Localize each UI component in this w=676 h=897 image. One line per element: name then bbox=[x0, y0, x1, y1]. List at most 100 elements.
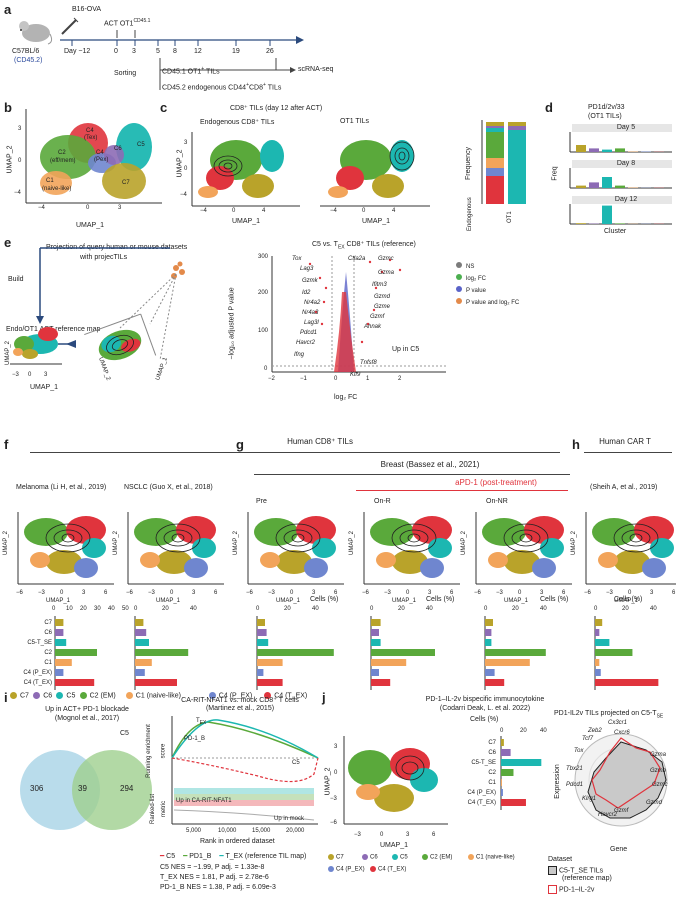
j-category-label: C1 bbox=[488, 780, 496, 786]
gsea-legend-c5: C5 bbox=[166, 853, 176, 860]
umap-small-xtick: −3 bbox=[384, 590, 391, 596]
panel-letter-h: h bbox=[572, 437, 580, 452]
bar bbox=[135, 629, 147, 636]
cells-label: Cells (%) bbox=[310, 596, 339, 603]
apd1-rule bbox=[356, 490, 568, 491]
umap-b-yt1: 0 bbox=[18, 158, 22, 164]
radar-gene-label: Gzmf bbox=[614, 808, 629, 814]
umap-c bbox=[191, 132, 430, 207]
syringe-icon bbox=[61, 17, 79, 35]
bar-tick: 0 bbox=[256, 606, 260, 612]
volcano-xt4: 2 bbox=[398, 376, 402, 382]
j-category-label: C2 bbox=[488, 770, 496, 776]
umap-b-tex: (Tex) bbox=[84, 135, 98, 141]
legend-item: C1 (naive-like) bbox=[125, 692, 181, 700]
panel-e-xlabel: UMAP_1 bbox=[30, 384, 59, 391]
line2-post: TILs bbox=[265, 84, 282, 92]
tick-12: 12 bbox=[194, 48, 202, 55]
legend-text: C4 (T_EX) bbox=[378, 866, 407, 873]
panel-d-day5-label: Day 5 bbox=[616, 124, 636, 131]
umap-small-xtick: 0 bbox=[290, 590, 294, 596]
panel-letter-g: g bbox=[236, 437, 244, 452]
bar-tick: 20 bbox=[512, 606, 519, 612]
act-sup: CD45.1 bbox=[133, 18, 151, 24]
freq-bar-ot1 bbox=[508, 122, 526, 204]
j-bar bbox=[501, 789, 503, 796]
mouse-cd: (CD45.2) bbox=[14, 57, 43, 64]
panel-e-xt0: −3 bbox=[12, 372, 19, 378]
umap-small-ylabel: UMAP_2 bbox=[349, 530, 356, 556]
gene-label: Gzmc bbox=[378, 256, 394, 262]
panel-d-day8-label: Day 8 bbox=[616, 160, 636, 167]
bar-tick: 0 bbox=[52, 606, 56, 612]
line2-mid: CD8 bbox=[248, 84, 263, 92]
bar-tick: 20 bbox=[80, 606, 87, 612]
gsea-xt1: 10,000 bbox=[218, 828, 237, 834]
title-melanoma: Melanoma (Li H, et al., 2019) bbox=[16, 484, 107, 491]
j-category-label: C7 bbox=[488, 740, 496, 746]
panel-e-schematic bbox=[10, 247, 185, 365]
radar-gene-label: Gzmc bbox=[652, 782, 668, 788]
umap-c-ylabel: UMAP_2 bbox=[176, 149, 184, 178]
radar-gene-label: Tbx21 bbox=[566, 766, 583, 772]
gsea-ylabel1: Running enrichment bbox=[145, 724, 152, 778]
volcano-title-post: CD8⁺ TILs (reference) bbox=[344, 241, 416, 248]
volcano-xt0: −2 bbox=[268, 376, 275, 382]
legend-text: C5 bbox=[66, 692, 76, 700]
umap-small-xtick: 6 bbox=[562, 590, 566, 596]
panel-letter-e: e bbox=[4, 235, 12, 250]
bar bbox=[595, 639, 610, 646]
gsea-curve-pd1b bbox=[171, 721, 319, 759]
freq-xlabel-ot1: OT1 bbox=[507, 211, 513, 223]
panel-c-title: CD8⁺ TILs (day 12 after ACT) bbox=[230, 105, 323, 112]
human-cd8-title: Human CD8⁺ TILs bbox=[287, 437, 353, 446]
umap-small bbox=[127, 512, 224, 585]
bar bbox=[485, 649, 546, 656]
tick-5: 5 bbox=[156, 48, 160, 55]
legend-item: C4 (T_EX) bbox=[264, 692, 307, 699]
venn-mid-count: 39 bbox=[78, 784, 87, 793]
volcano-xt2: 0 bbox=[334, 376, 338, 382]
umap-c-ot1 bbox=[328, 140, 415, 198]
j-category-label: C5-T_SE bbox=[471, 760, 496, 766]
bar bbox=[55, 629, 64, 636]
gsea-legend-pd1b-mark: ━ bbox=[183, 853, 190, 860]
cells-label: Cells (%) bbox=[426, 596, 455, 603]
volcano-yt3: 0 bbox=[264, 366, 268, 372]
panel-letter-i: i bbox=[4, 690, 8, 705]
human-cd8-rule bbox=[30, 452, 560, 453]
bar bbox=[371, 659, 407, 666]
umap-small-ylabel: UMAP_2 bbox=[113, 530, 120, 556]
umap-b-yt0: 3 bbox=[18, 126, 22, 132]
mouse-strain: C57BL/6 bbox=[12, 48, 40, 55]
panel-d-bar bbox=[589, 182, 599, 188]
line2: CD45.2 endogenous CD44+CD8+ TILs bbox=[162, 82, 281, 91]
umap-b-c5: C5 bbox=[137, 142, 145, 148]
umap-c-xt5: 4 bbox=[392, 208, 396, 214]
umap-small bbox=[585, 512, 676, 585]
legend-text: C5 bbox=[400, 854, 408, 861]
radar-gene-label: Tcf7 bbox=[582, 736, 594, 742]
j-category-label: C6 bbox=[488, 750, 496, 756]
venn-right bbox=[72, 750, 152, 830]
bar bbox=[485, 659, 530, 666]
radar-gene-label: Tox bbox=[574, 748, 584, 754]
umap-small bbox=[363, 512, 460, 585]
line2-sup: + bbox=[246, 82, 249, 88]
umap-b-c6: C6 bbox=[114, 146, 122, 152]
umap-j-xt3: 6 bbox=[432, 832, 436, 838]
legend-dot bbox=[468, 854, 474, 860]
radar-pd1il2v bbox=[591, 737, 661, 809]
volcano-xt3: 1 bbox=[366, 376, 370, 382]
gsea-legend-pd1b: PD1_B bbox=[189, 853, 212, 860]
line2-text: CD45.2 endogenous CD44 bbox=[162, 84, 247, 92]
panel-d-bar bbox=[602, 149, 612, 152]
j-legend-item: C5 bbox=[392, 854, 408, 861]
umap-small-xtick: −6 bbox=[246, 590, 253, 596]
gsea-title2: (Martinez et al., 2015) bbox=[205, 705, 275, 712]
umap-small-xtick: 3 bbox=[540, 590, 544, 596]
legend-text: C1 (naive-like) bbox=[135, 692, 181, 700]
radar-ds2: PD-1–IL-2v bbox=[548, 885, 594, 894]
umap-c-xt0: −4 bbox=[200, 208, 207, 214]
volcano-legend-item: P value and log₂ FC bbox=[456, 298, 519, 306]
